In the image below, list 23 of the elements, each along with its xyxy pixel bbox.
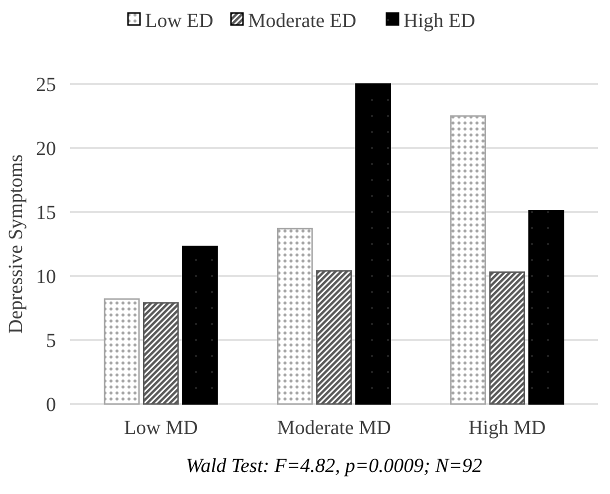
bar <box>489 271 526 405</box>
text: Wald Test: F=4.82, p=0.0009; N=92 <box>186 455 482 477</box>
y-tick-label: 25 <box>36 74 56 96</box>
y-tick-label: 0 <box>46 394 56 416</box>
y-tick-label: 10 <box>36 266 56 288</box>
bar <box>182 246 218 405</box>
y-tick-label: 20 <box>36 138 56 160</box>
x-tick-label: Low MD <box>124 417 198 439</box>
bar <box>528 210 564 405</box>
y-tick-label: 15 <box>36 202 56 224</box>
bar <box>450 115 486 405</box>
x-tick-label: High MD <box>468 417 546 439</box>
bar <box>355 83 392 405</box>
legend-label: Moderate ED <box>248 10 356 32</box>
legend-label: High ED <box>404 10 476 32</box>
x-tick-label: Moderate MD <box>277 417 391 439</box>
y-tick-label: 5 <box>46 330 56 352</box>
y-axis-title: Depressive Symptoms <box>5 154 27 334</box>
bar <box>276 228 313 405</box>
bar <box>104 298 140 405</box>
bar <box>142 302 179 405</box>
bar <box>316 270 352 405</box>
legend-label: Low ED <box>145 10 214 32</box>
